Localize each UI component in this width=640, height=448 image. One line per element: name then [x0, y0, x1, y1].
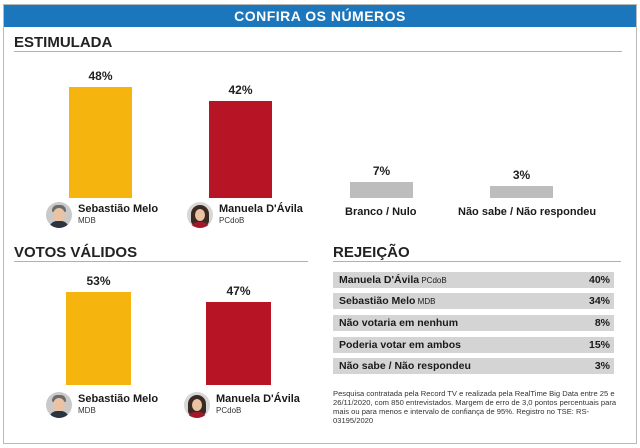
- rejection-label: Manuela D'Ávila: [339, 274, 420, 286]
- rejection-value: 40%: [588, 274, 610, 286]
- bar-estimulada-1: [209, 101, 272, 198]
- section-title-votos-validos: VOTOS VÁLIDOS: [14, 244, 138, 261]
- section-title-estimulada: ESTIMULADA: [14, 34, 113, 51]
- footnote: Pesquisa contratada pela Record TV e rea…: [333, 389, 617, 425]
- bar-estimulada-0: [69, 87, 132, 198]
- rejection-value: 3%: [594, 360, 610, 372]
- section-rule-rejeicao: [333, 261, 621, 262]
- rejection-value: 34%: [588, 295, 610, 307]
- candidate-name: Manuela D'Ávila: [216, 393, 300, 405]
- category-label-nao-sabe: Não sabe / Não respondeu: [458, 206, 597, 218]
- melo-avatar: [46, 392, 72, 418]
- bar-votos-v-lidos-1: [206, 302, 271, 385]
- category-label-branco: Branco / Nulo: [345, 206, 417, 218]
- candidate-manuela-validos: Manuela D'Ávila PCdoB: [184, 392, 300, 418]
- rejection-party: PCdoB: [419, 276, 447, 285]
- candidate-party: MDB: [78, 406, 96, 415]
- candidate-name: Sebastião Melo: [78, 203, 159, 215]
- bar-value-label: 7%: [373, 164, 391, 178]
- bar-estimulada-3: [490, 186, 553, 198]
- section-rule-estimulada: [14, 51, 622, 52]
- rejection-row: Não votaria em nenhum 8%: [333, 315, 614, 331]
- rejection-label: Poderia votar em ambos: [339, 339, 461, 351]
- rejection-row: Sebastião Melo MDB 34%: [333, 293, 614, 309]
- candidate-name: Sebastião Melo: [78, 393, 159, 405]
- candidate-party: PCdoB: [216, 406, 242, 415]
- rejection-label: Sebastião Melo: [339, 295, 416, 307]
- candidate-melo-validos: Sebastião Melo MDB: [46, 392, 158, 418]
- bar-value-label: 42%: [228, 83, 252, 97]
- rejection-row: Não sabe / Não respondeu 3%: [333, 358, 614, 374]
- rejection-party: MDB: [415, 297, 436, 306]
- section-title-rejeicao: REJEIÇÃO: [333, 244, 410, 261]
- banner-title: CONFIRA OS NÚMEROS: [4, 5, 636, 27]
- bar-value-label: 48%: [88, 69, 112, 83]
- rejection-row: Manuela D'Ávila PCdoB 40%: [333, 272, 614, 288]
- manuela-avatar: [184, 392, 210, 418]
- rejection-label: Não votaria em nenhum: [339, 317, 459, 329]
- rejection-label: Não sabe / Não respondeu: [339, 360, 471, 372]
- section-rule-votos-validos: [14, 261, 308, 262]
- infographic-frame: [3, 4, 637, 444]
- bar-estimulada-2: [350, 182, 413, 198]
- bar-value-label: 47%: [226, 284, 250, 298]
- candidate-manuela-estimulada: Manuela D'Ávila PCdoB: [187, 202, 303, 228]
- bar-value-label: 3%: [513, 168, 531, 182]
- candidate-party: PCdoB: [219, 216, 245, 225]
- candidate-party: MDB: [78, 216, 96, 225]
- rejection-value: 15%: [588, 339, 610, 351]
- candidate-melo-estimulada: Sebastião Melo MDB: [46, 202, 158, 228]
- candidate-name: Manuela D'Ávila: [219, 203, 303, 215]
- melo-avatar: [46, 202, 72, 228]
- bar-value-label: 53%: [86, 274, 110, 288]
- rejection-row: Poderia votar em ambos 15%: [333, 337, 614, 353]
- rejection-value: 8%: [594, 317, 610, 329]
- bar-votos-v-lidos-0: [66, 292, 131, 385]
- manuela-avatar: [187, 202, 213, 228]
